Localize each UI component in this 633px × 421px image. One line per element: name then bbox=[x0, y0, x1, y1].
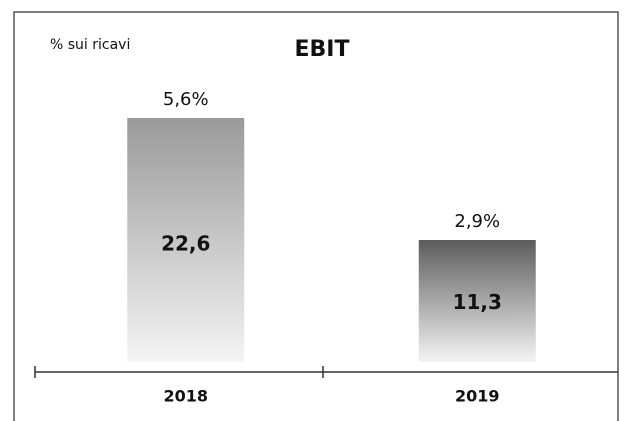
chart-subtitle: % sui ricavi bbox=[50, 37, 130, 53]
value-label: 22,6 bbox=[161, 231, 210, 255]
value-label: 11,3 bbox=[453, 290, 502, 314]
chart-title: EBIT bbox=[295, 37, 350, 62]
x-tick-label: 2019 bbox=[455, 387, 500, 406]
bar bbox=[418, 240, 536, 362]
bar bbox=[127, 118, 245, 362]
margin-label: 2,9% bbox=[454, 211, 500, 232]
frame bbox=[13, 11, 619, 421]
x-tick-label: 2018 bbox=[163, 387, 208, 406]
margin-label: 5,6% bbox=[163, 89, 209, 110]
